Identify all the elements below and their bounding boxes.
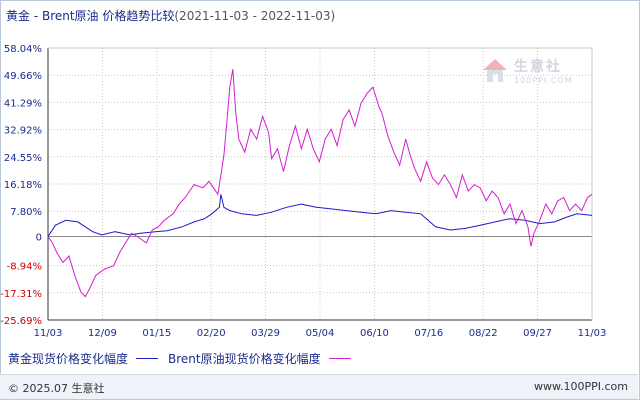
- footer-copyright: © 2025.07 生意社: [8, 382, 105, 395]
- watermark-logo: 生意社 100PPI.COM: [480, 56, 580, 96]
- legend-label-brent: Brent原油现货价格变化幅度: [168, 352, 321, 366]
- house-logo-icon: [483, 59, 507, 82]
- x-tick-label: 05/04: [306, 328, 335, 339]
- price-chart: 58.04% 49.66% 41.29% 32.92% 24.55% 16.18% 7.80…: [0, 44, 607, 339]
- y-tick-label: 16.18%: [4, 180, 42, 191]
- legend-swatch-brent: [328, 358, 351, 359]
- y-tick-label: 41.29%: [4, 98, 42, 109]
- x-tick-label: 02/20: [197, 328, 226, 339]
- watermark-text: 生意社: [514, 59, 562, 75]
- footer-site-link[interactable]: www.100PPI.com: [534, 380, 628, 393]
- y-tick-label: 49.66%: [4, 71, 42, 82]
- y-tick-label: -25.69%: [0, 316, 42, 327]
- y-tick-label: -17.31%: [0, 289, 42, 300]
- chart-title: 黄金 - Brent原油 价格趋势比较(2021-11-03 - 2022-11…: [6, 7, 335, 24]
- chart-title-main: 黄金 - Brent原油 价格趋势比较: [6, 9, 175, 23]
- x-tick-label: 07/16: [414, 328, 443, 339]
- series-lines: [47, 69, 593, 298]
- footer-bar: © 2025.07 生意社 www.100PPI.com: [0, 374, 638, 399]
- y-tick-label: 58.04%: [4, 44, 42, 55]
- legend: 黄金现货价格变化幅度 Brent原油现货价格变化幅度: [8, 350, 361, 367]
- x-tick-label: 11/03: [578, 328, 607, 339]
- series-line-gold: [47, 194, 593, 237]
- x-tick-label: 06/10: [360, 328, 389, 339]
- x-tick-label: 09/27: [523, 328, 552, 339]
- x-tick-label: 03/29: [251, 328, 280, 339]
- legend-swatch-gold: [136, 358, 159, 359]
- series-line-brent: [47, 69, 593, 298]
- y-tick-label: 7.80%: [10, 207, 42, 218]
- x-tick-label: 12/09: [88, 328, 117, 339]
- y-tick-label: 0: [36, 233, 42, 244]
- grid: [47, 47, 593, 321]
- y-tick-label: 32.92%: [4, 126, 42, 137]
- chart-title-range: (2021-11-03 - 2022-11-03): [174, 9, 336, 23]
- legend-label-gold: 黄金现货价格变化幅度: [8, 352, 129, 366]
- axes: [47, 47, 593, 321]
- x-tick-label: 08/22: [469, 328, 498, 339]
- x-tick-labels: 11/03 12/09 01/15 02/20 03/29 05/04 06/10 07/16…: [34, 328, 607, 339]
- watermark-sub: 100PPI.COM: [514, 76, 573, 85]
- x-tick-label: 11/03: [34, 328, 63, 339]
- y-tick-label: -8.94%: [7, 262, 42, 273]
- y-tick-label: 24.55%: [4, 153, 42, 164]
- x-tick-label: 01/15: [142, 328, 171, 339]
- y-tick-labels: 58.04% 49.66% 41.29% 32.92% 24.55% 16.18% 7.80…: [0, 44, 42, 327]
